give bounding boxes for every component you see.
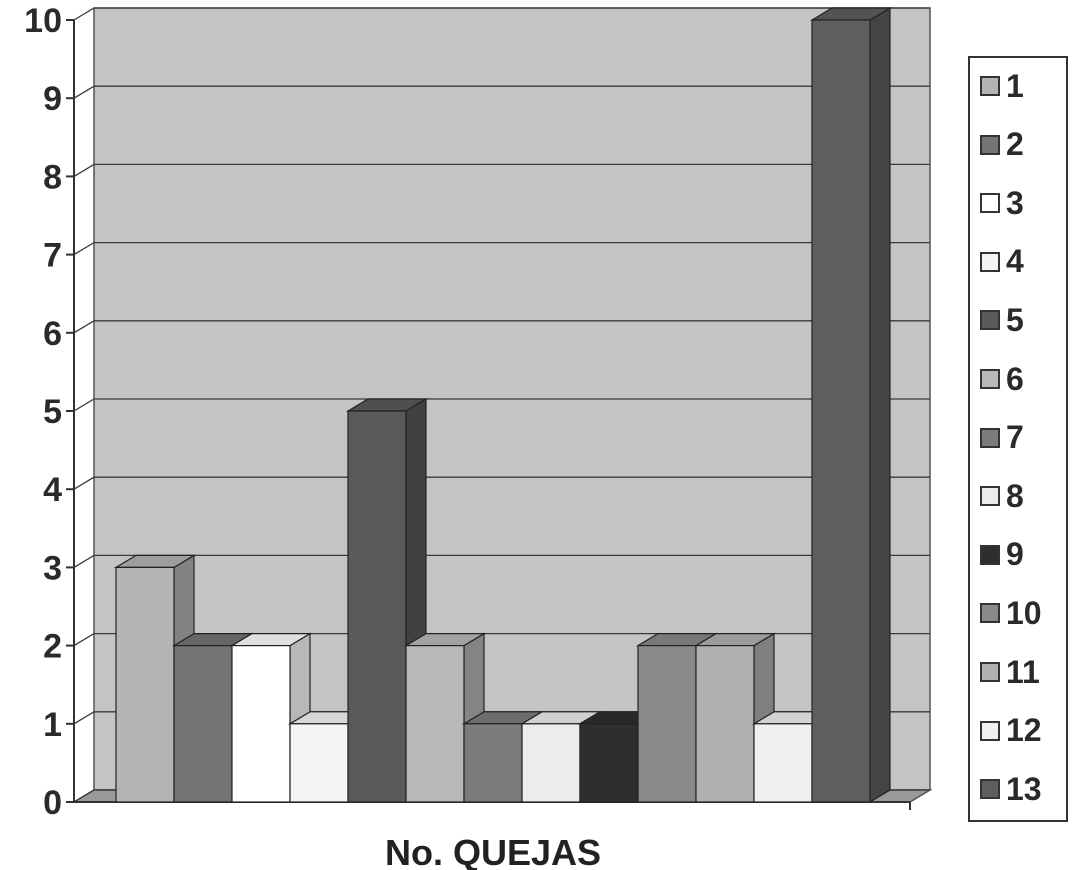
bar-front	[463, 723, 523, 803]
bar-front	[521, 723, 581, 803]
legend-label: 4	[1006, 243, 1024, 280]
legend-item-10: 10	[980, 593, 1042, 633]
legend-item-12: 12	[980, 711, 1042, 751]
legend-item-9: 9	[980, 535, 1024, 575]
bar-front	[753, 723, 813, 803]
legend-swatch	[980, 76, 1000, 96]
y-tick-label: 1	[43, 706, 62, 744]
legend-label: 6	[1006, 360, 1024, 397]
legend-item-6: 6	[980, 359, 1024, 399]
legend: 1 2 3 4 5 6 7 8 9 10 11 12 13	[968, 56, 1068, 822]
bar-front	[637, 644, 697, 803]
legend-item-8: 8	[980, 476, 1024, 516]
gridline	[73, 7, 930, 21]
legend-swatch	[980, 486, 1000, 507]
gridlines	[73, 7, 930, 803]
bars	[113, 6, 893, 804]
y-tick-label: 9	[43, 80, 62, 118]
legend-swatch	[980, 662, 1000, 682]
bar-front	[347, 410, 407, 803]
gridline	[73, 85, 930, 99]
bar-front	[115, 566, 175, 803]
legend-label: 9	[1006, 536, 1024, 573]
legend-swatch	[980, 134, 1000, 155]
y-tick-label: 5	[43, 393, 62, 431]
legend-swatch	[980, 369, 1000, 389]
bar-6	[403, 632, 487, 804]
legend-label: 7	[1006, 419, 1024, 456]
legend-label: 13	[1006, 770, 1042, 807]
legend-swatch	[980, 779, 1000, 800]
legend-item-3: 3	[980, 183, 1024, 223]
y-tick-label: 7	[43, 237, 62, 275]
legend-swatch	[980, 603, 1000, 624]
gridline	[73, 241, 930, 256]
gridline	[73, 632, 930, 647]
bar-front	[173, 644, 233, 803]
legend-label: 1	[1006, 67, 1024, 104]
bar-1	[113, 554, 197, 804]
legend-swatch	[980, 251, 1000, 272]
legend-label: 3	[1006, 184, 1024, 221]
gridline	[73, 398, 930, 412]
bar-front	[811, 19, 871, 803]
bar-front	[405, 644, 465, 803]
legend-swatch	[980, 310, 1000, 331]
gridline	[73, 554, 930, 568]
legend-label: 8	[1006, 477, 1024, 514]
x-axis-title: No. QUEJAS	[385, 832, 601, 870]
bar-side	[869, 6, 891, 804]
gridline	[73, 320, 930, 334]
gridline	[73, 163, 930, 177]
legend-item-11: 11	[980, 652, 1040, 692]
y-tick-label: 10	[24, 2, 62, 40]
y-tick-label: 4	[43, 471, 62, 509]
y-tick-label: 6	[43, 315, 62, 353]
y-tick-label: 8	[43, 158, 62, 196]
y-tick-label: 2	[43, 628, 62, 666]
legend-item-1: 1	[980, 66, 1024, 106]
legend-item-4: 4	[980, 242, 1024, 282]
legend-label: 10	[1006, 594, 1042, 631]
legend-swatch	[980, 544, 1000, 565]
bar-front	[289, 723, 349, 803]
legend-item-2: 2	[980, 125, 1024, 165]
legend-label: 5	[1006, 301, 1024, 338]
bar-front	[695, 644, 755, 803]
legend-swatch	[980, 720, 1000, 741]
gridline	[73, 476, 930, 490]
bar-3	[229, 632, 313, 804]
legend-item-7: 7	[980, 418, 1024, 458]
legend-item-13: 13	[980, 769, 1042, 809]
y-tick-label: 3	[43, 549, 62, 587]
legend-swatch	[980, 193, 1000, 214]
legend-label: 11	[1006, 653, 1040, 690]
y-tick-label: 0	[43, 784, 62, 822]
legend-label: 12	[1006, 712, 1042, 749]
bar-13	[809, 6, 893, 804]
legend-item-5: 5	[980, 300, 1024, 340]
bar-front	[231, 644, 291, 803]
legend-label: 2	[1006, 126, 1024, 163]
legend-swatch	[980, 427, 1000, 448]
bar-front	[579, 723, 639, 803]
